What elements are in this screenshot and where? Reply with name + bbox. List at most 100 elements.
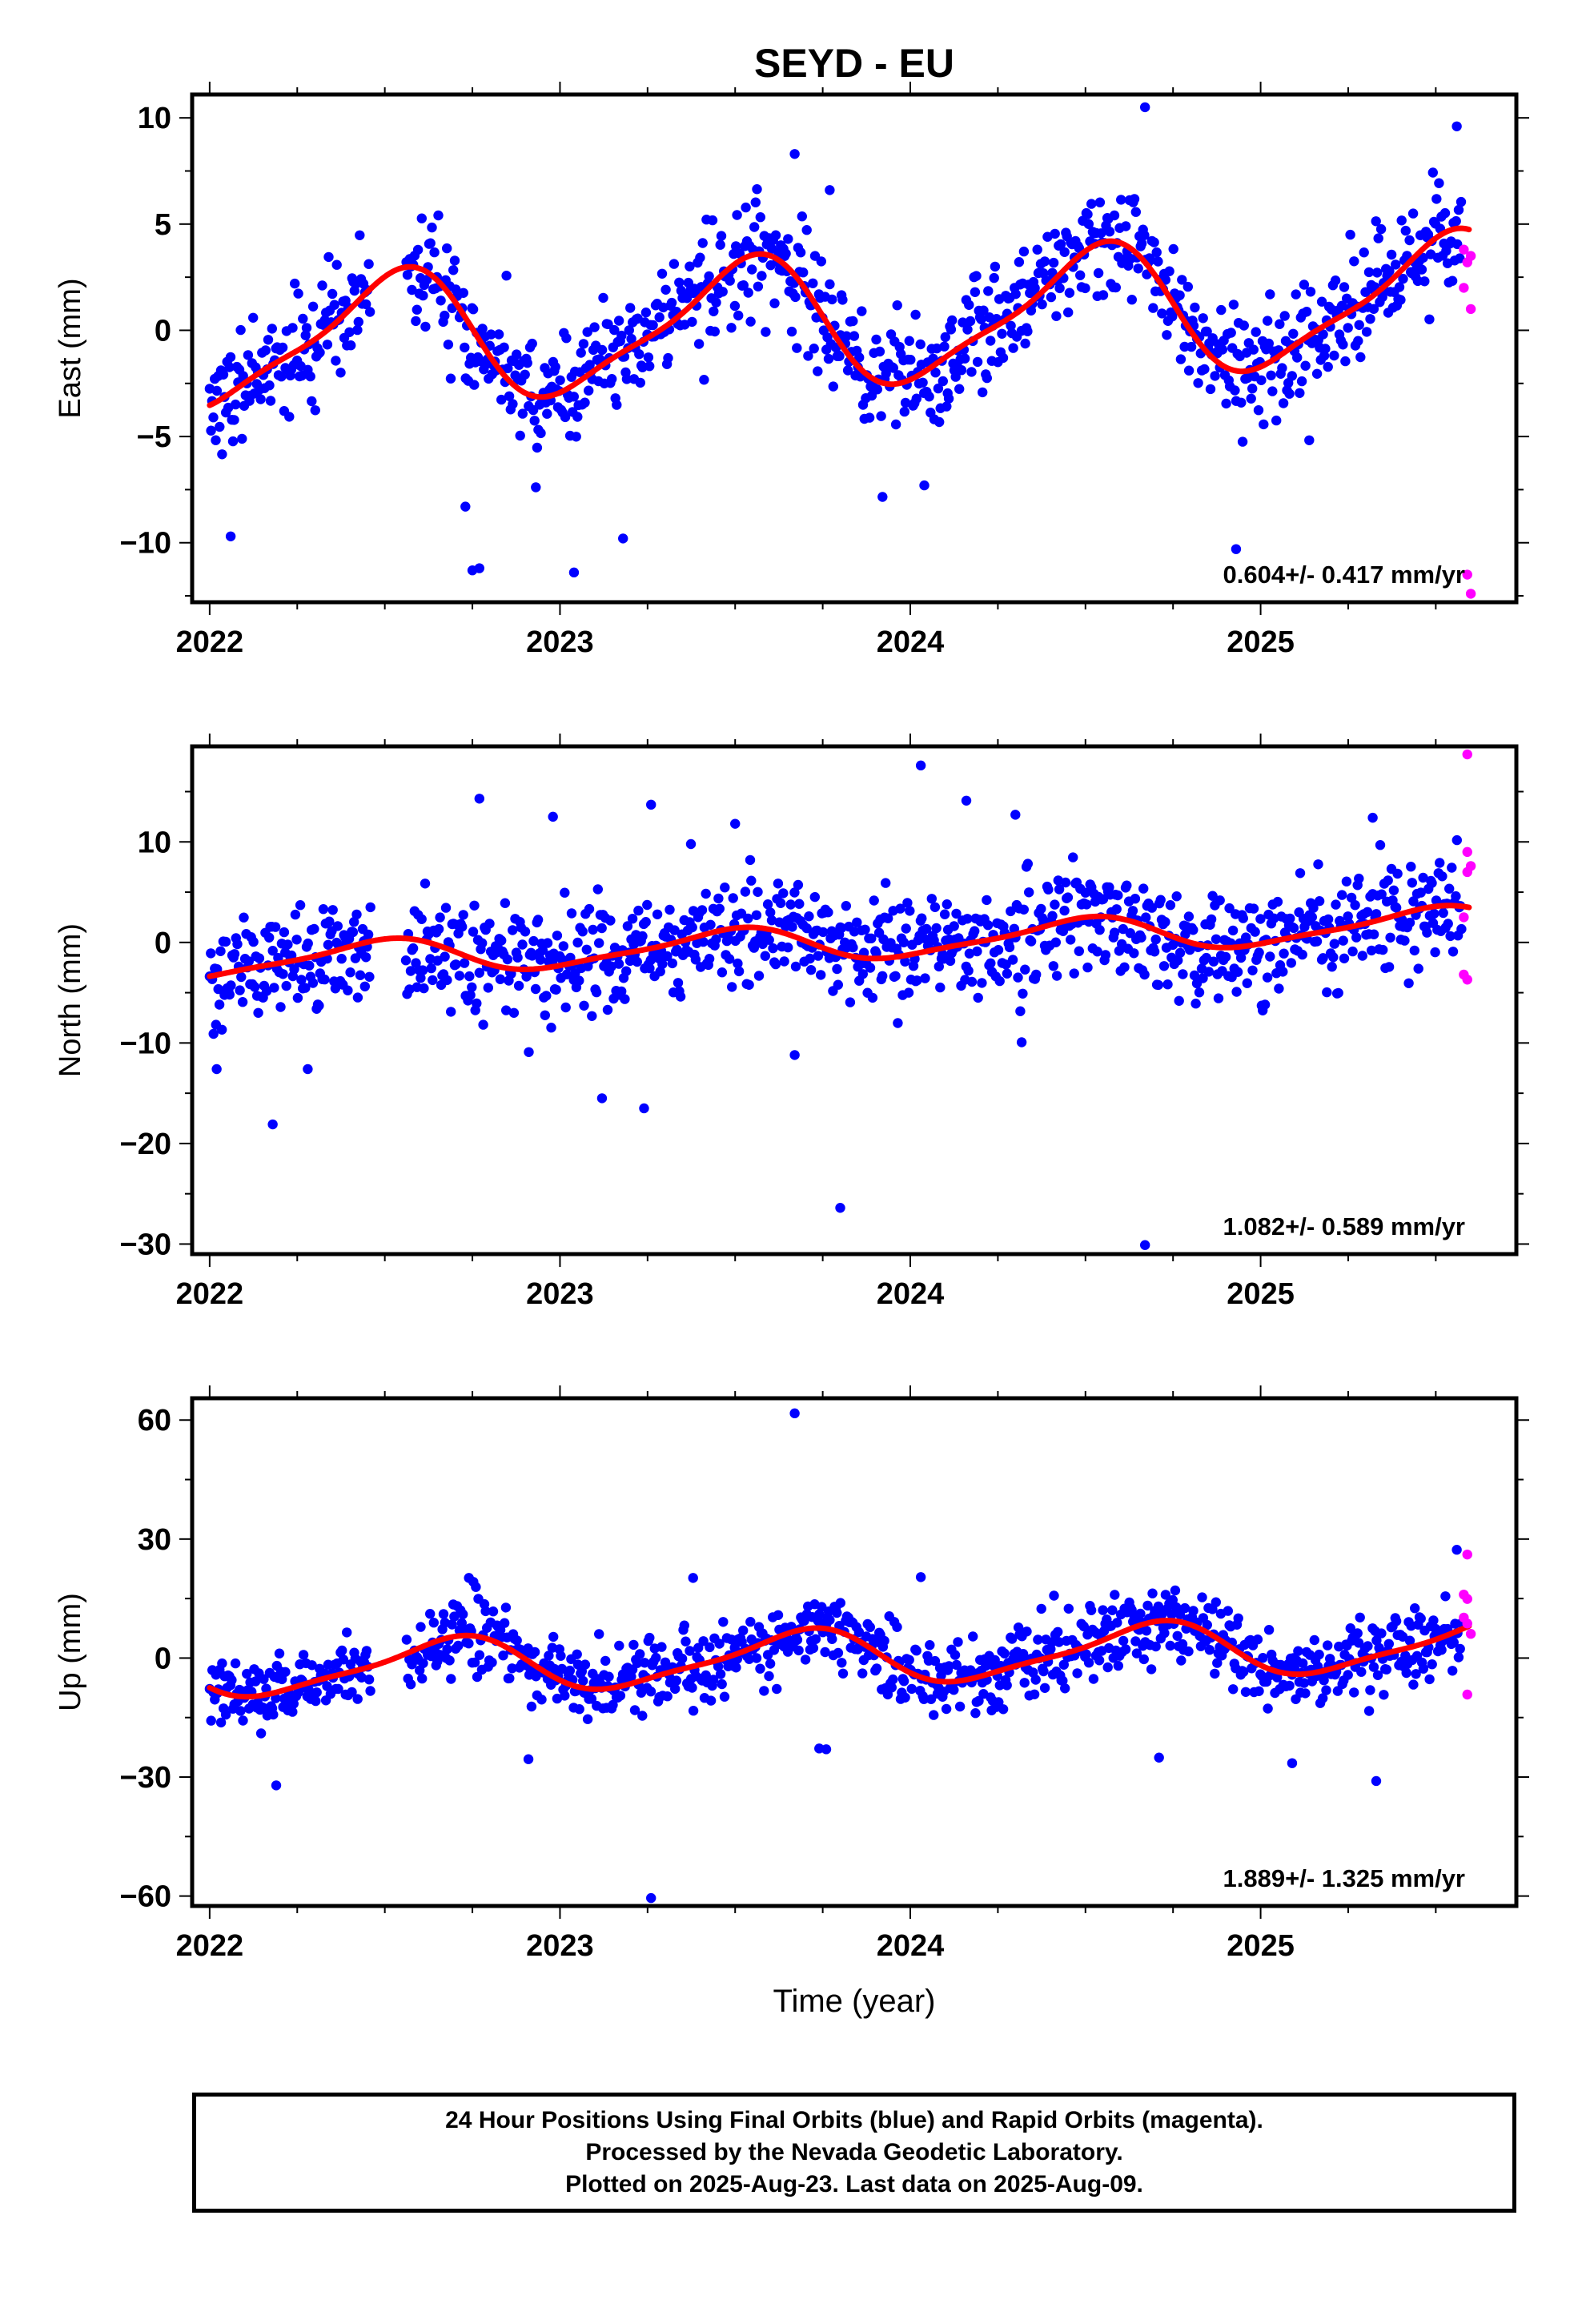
north-final-point bbox=[1415, 887, 1426, 898]
up-final-point bbox=[645, 1687, 656, 1697]
up-final-point bbox=[449, 1611, 460, 1622]
up-outlier-point-10 bbox=[915, 1572, 926, 1582]
north-final-point bbox=[283, 939, 293, 950]
north-final-point bbox=[1006, 906, 1016, 917]
north-final-point bbox=[332, 921, 343, 931]
north-final-point bbox=[787, 922, 797, 932]
north-final-point bbox=[561, 969, 572, 979]
east-final-point bbox=[978, 305, 989, 316]
north-final-point bbox=[1265, 951, 1275, 962]
east-final-point bbox=[1398, 273, 1408, 284]
north-plot-frame bbox=[190, 744, 1519, 1256]
east-final-point bbox=[1305, 287, 1316, 297]
east-final-point bbox=[402, 270, 413, 280]
up-final-point bbox=[888, 1674, 898, 1685]
east-final-point bbox=[864, 412, 875, 423]
north-final-point bbox=[1129, 948, 1139, 959]
east-final-point bbox=[950, 372, 961, 382]
east-final-point bbox=[752, 184, 762, 195]
north-final-point bbox=[1250, 927, 1260, 937]
east-final-point bbox=[1456, 196, 1467, 207]
up-final-point bbox=[1300, 1688, 1311, 1699]
up-final-point bbox=[1030, 1675, 1041, 1685]
east-final-point bbox=[1384, 266, 1395, 276]
up-final-point bbox=[333, 1683, 343, 1695]
east-final-point bbox=[1247, 384, 1258, 394]
north-final-point bbox=[993, 945, 1004, 955]
north-final-point bbox=[235, 985, 245, 995]
north-final-point bbox=[495, 974, 506, 984]
up-final-point bbox=[1060, 1683, 1070, 1694]
east-final-point bbox=[1151, 247, 1162, 258]
up-final-point bbox=[1332, 1686, 1343, 1696]
east-final-point bbox=[943, 393, 954, 404]
north-final-point bbox=[1235, 952, 1247, 963]
east-final-point bbox=[790, 292, 801, 303]
north-rate-label: 1.082+/- 0.589 mm/yr bbox=[1223, 1212, 1465, 1240]
east-final-point bbox=[1239, 320, 1250, 331]
north-final-point bbox=[921, 923, 932, 935]
north-final-point bbox=[1383, 962, 1395, 972]
east-final-point bbox=[634, 349, 644, 360]
north-final-point bbox=[1313, 859, 1323, 870]
up-final-point bbox=[671, 1675, 682, 1686]
east-final-point bbox=[1093, 267, 1104, 279]
up-final-point bbox=[230, 1658, 241, 1669]
north-final-point bbox=[733, 966, 745, 977]
up-final-point bbox=[693, 1642, 704, 1653]
east-final-point bbox=[1183, 365, 1195, 376]
east-final-point bbox=[972, 356, 983, 368]
north-final-point bbox=[1082, 962, 1093, 973]
north-final-point bbox=[770, 959, 781, 970]
east-rate-label: 0.604+/- 0.417 mm/yr bbox=[1223, 561, 1465, 589]
east-final-point bbox=[942, 401, 952, 412]
east-final-point bbox=[732, 210, 742, 220]
up-final-point bbox=[259, 1674, 269, 1684]
north-final-point bbox=[349, 917, 359, 927]
east-ylabel: East (mm) bbox=[54, 278, 87, 418]
east-final-point bbox=[276, 372, 287, 382]
up-final-point bbox=[464, 1638, 474, 1649]
up-final-point bbox=[1263, 1625, 1275, 1635]
east-final-point bbox=[542, 408, 552, 419]
east-outlier-point-6 bbox=[1139, 102, 1150, 113]
north-final-point bbox=[845, 997, 856, 1007]
east-final-point bbox=[1059, 247, 1070, 257]
east-final-point bbox=[745, 316, 756, 327]
up-final-point bbox=[238, 1715, 248, 1726]
north-final-point bbox=[591, 987, 602, 998]
up-final-point bbox=[705, 1642, 715, 1653]
east-final-point bbox=[1237, 436, 1248, 447]
east-final-point bbox=[1182, 281, 1194, 292]
up-final-point bbox=[274, 1648, 285, 1659]
east-final-point bbox=[813, 366, 823, 376]
north-final-point bbox=[248, 936, 259, 947]
north-final-point bbox=[572, 937, 583, 948]
east-final-point bbox=[1284, 388, 1295, 399]
up-final-point bbox=[718, 1617, 729, 1627]
north-final-point bbox=[214, 999, 225, 1010]
north-final-point bbox=[963, 965, 974, 976]
north-final-point bbox=[454, 971, 465, 981]
north-final-point bbox=[1015, 1006, 1026, 1016]
north-final-point bbox=[832, 963, 842, 975]
east-final-point bbox=[238, 371, 248, 381]
north-final-point bbox=[905, 906, 915, 916]
north-final-point bbox=[1203, 967, 1215, 977]
north-final-point bbox=[464, 971, 475, 982]
east-final-point bbox=[522, 358, 532, 368]
north-outlier-point-15 bbox=[789, 1050, 800, 1060]
north-final-point bbox=[1422, 927, 1432, 938]
up-final-point bbox=[632, 1658, 643, 1668]
up-final-point bbox=[1424, 1674, 1435, 1685]
east-final-point bbox=[1343, 323, 1353, 333]
north-final-point bbox=[446, 1007, 456, 1017]
up-final-point bbox=[536, 1695, 547, 1705]
up-final-point bbox=[918, 1694, 930, 1704]
north-final-point bbox=[1068, 852, 1078, 862]
up-final-point bbox=[471, 1582, 481, 1592]
east-final-point bbox=[625, 303, 636, 313]
east-final-point bbox=[578, 339, 589, 349]
up-final-point bbox=[793, 1645, 804, 1656]
east-final-point bbox=[809, 344, 819, 354]
